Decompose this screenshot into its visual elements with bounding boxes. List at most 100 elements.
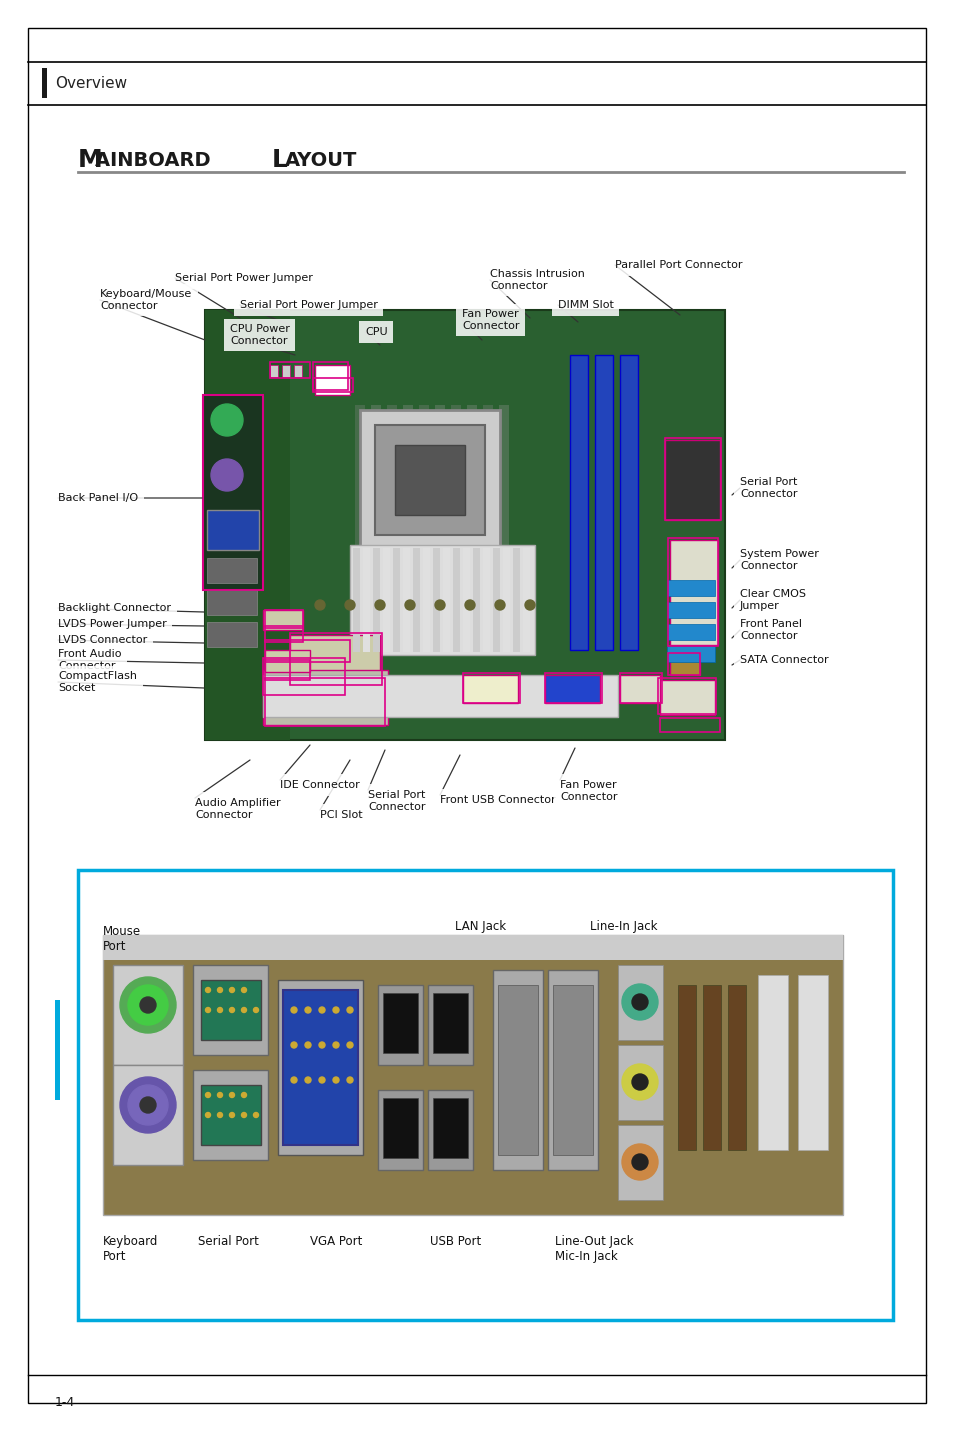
Bar bbox=[797, 975, 827, 1151]
Bar bbox=[282, 365, 290, 376]
Bar bbox=[433, 548, 439, 653]
Bar bbox=[666, 645, 714, 663]
Text: LAN Jack: LAN Jack bbox=[455, 920, 506, 933]
Text: Front USB Connector: Front USB Connector bbox=[439, 796, 555, 806]
Bar bbox=[666, 580, 714, 595]
Circle shape bbox=[621, 985, 658, 1020]
Bar bbox=[290, 633, 381, 685]
Circle shape bbox=[120, 1078, 175, 1133]
Text: 1-4: 1-4 bbox=[55, 1395, 75, 1408]
Circle shape bbox=[241, 1092, 246, 1098]
Circle shape bbox=[631, 1075, 647, 1090]
Bar bbox=[375, 425, 484, 535]
Circle shape bbox=[495, 600, 504, 610]
Text: M: M bbox=[78, 147, 103, 172]
Bar bbox=[418, 405, 429, 560]
Bar bbox=[103, 934, 842, 960]
Bar bbox=[382, 548, 390, 653]
Circle shape bbox=[140, 997, 156, 1013]
Bar bbox=[664, 439, 720, 519]
Circle shape bbox=[375, 600, 385, 610]
Circle shape bbox=[405, 600, 415, 610]
Circle shape bbox=[211, 404, 243, 436]
Bar bbox=[595, 355, 613, 650]
Bar bbox=[433, 1098, 468, 1158]
Circle shape bbox=[347, 1078, 353, 1083]
Bar bbox=[659, 680, 714, 716]
Circle shape bbox=[253, 1112, 258, 1118]
Text: Clear CMOS
Jumper: Clear CMOS Jumper bbox=[740, 590, 805, 611]
Bar bbox=[462, 675, 517, 703]
Bar bbox=[428, 1090, 473, 1171]
Circle shape bbox=[621, 1143, 658, 1181]
Circle shape bbox=[631, 995, 647, 1010]
Bar bbox=[265, 625, 303, 643]
Bar bbox=[544, 675, 599, 703]
Bar bbox=[402, 405, 413, 560]
Bar bbox=[193, 1070, 268, 1161]
Bar bbox=[442, 548, 450, 653]
Bar bbox=[482, 405, 493, 560]
Bar bbox=[263, 675, 618, 717]
Circle shape bbox=[217, 1007, 222, 1013]
Bar bbox=[112, 1065, 183, 1165]
Bar bbox=[263, 610, 303, 630]
Circle shape bbox=[128, 1085, 168, 1125]
Bar bbox=[669, 655, 700, 675]
Bar bbox=[353, 548, 359, 653]
Bar bbox=[277, 980, 363, 1155]
Circle shape bbox=[318, 1042, 325, 1047]
Circle shape bbox=[318, 1078, 325, 1083]
Circle shape bbox=[241, 1112, 246, 1118]
Bar bbox=[402, 548, 410, 653]
Bar bbox=[203, 395, 263, 590]
Circle shape bbox=[347, 1042, 353, 1047]
Text: LVDS Power Jumper: LVDS Power Jumper bbox=[58, 620, 167, 630]
Circle shape bbox=[524, 600, 535, 610]
Text: SATA Connector: SATA Connector bbox=[740, 655, 828, 665]
Bar bbox=[493, 548, 499, 653]
Bar bbox=[382, 993, 417, 1053]
Bar bbox=[265, 640, 350, 663]
Circle shape bbox=[305, 1078, 311, 1083]
Circle shape bbox=[291, 1007, 296, 1013]
Bar bbox=[193, 964, 268, 1055]
Bar bbox=[658, 678, 716, 714]
Text: Keyboard
Port: Keyboard Port bbox=[103, 1235, 158, 1264]
Text: Serial Port: Serial Port bbox=[198, 1235, 258, 1248]
Bar bbox=[371, 405, 380, 560]
Circle shape bbox=[241, 987, 246, 993]
Bar bbox=[428, 985, 473, 1065]
Bar bbox=[382, 1098, 417, 1158]
Text: Serial Port Power Jumper: Serial Port Power Jumper bbox=[174, 273, 313, 283]
Text: Overview: Overview bbox=[55, 76, 127, 92]
Bar bbox=[270, 362, 310, 378]
Text: LVDS Connector: LVDS Connector bbox=[58, 635, 147, 645]
Circle shape bbox=[621, 1065, 658, 1100]
Bar bbox=[453, 548, 459, 653]
Bar bbox=[55, 1000, 60, 1100]
Circle shape bbox=[347, 1007, 353, 1013]
Circle shape bbox=[345, 600, 355, 610]
Bar bbox=[393, 548, 399, 653]
Text: Backlight Connector: Backlight Connector bbox=[58, 602, 171, 612]
Bar bbox=[669, 539, 718, 645]
Bar bbox=[666, 602, 714, 618]
Bar bbox=[619, 675, 659, 703]
Circle shape bbox=[230, 1007, 234, 1013]
Bar bbox=[758, 975, 787, 1151]
Bar bbox=[618, 1045, 662, 1120]
Text: DIMM Slot: DIMM Slot bbox=[558, 301, 613, 311]
Bar bbox=[314, 365, 350, 395]
Circle shape bbox=[211, 459, 243, 491]
Bar bbox=[497, 985, 537, 1155]
Bar bbox=[387, 405, 396, 560]
Text: VGA Port: VGA Port bbox=[310, 1235, 362, 1248]
Text: Keyboard/Mouse
Connector: Keyboard/Mouse Connector bbox=[100, 289, 193, 311]
Bar bbox=[263, 680, 343, 716]
Bar bbox=[513, 548, 519, 653]
Bar bbox=[265, 660, 310, 680]
Bar bbox=[462, 548, 470, 653]
Circle shape bbox=[333, 1042, 338, 1047]
Text: CompactFlash
Socket: CompactFlash Socket bbox=[58, 671, 137, 693]
